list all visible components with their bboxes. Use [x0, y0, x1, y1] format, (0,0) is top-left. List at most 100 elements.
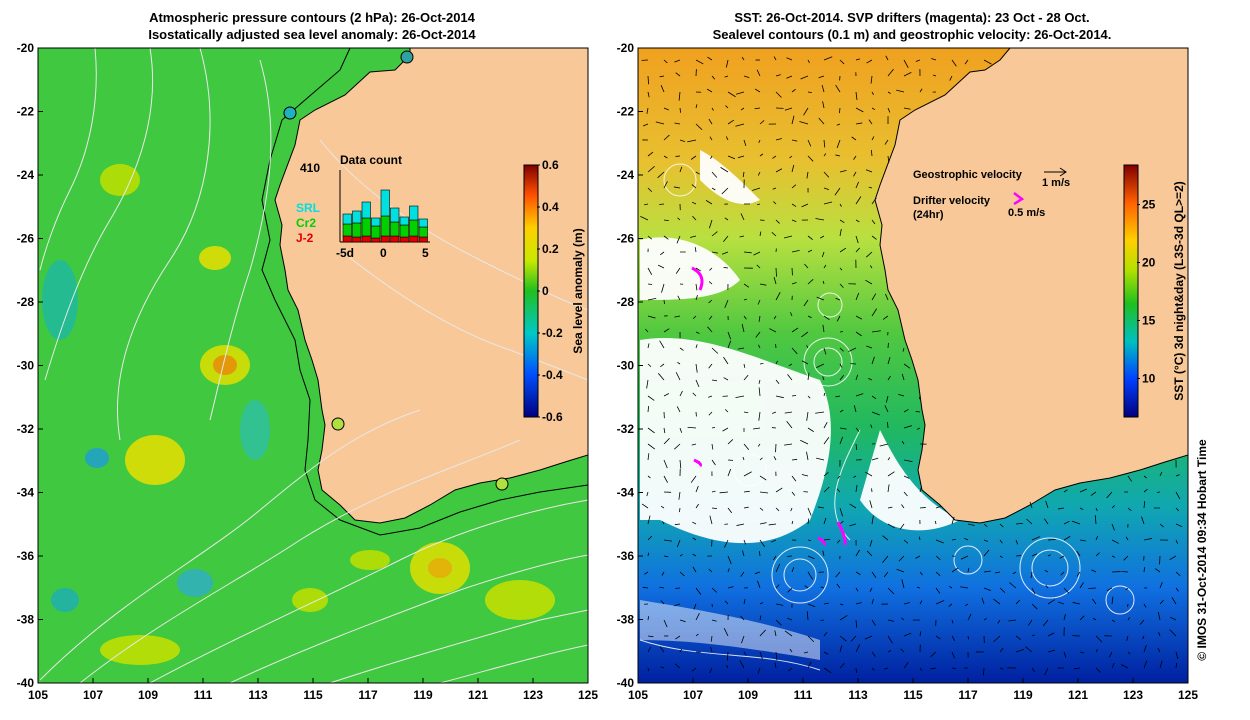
velocity-arrow — [657, 373, 665, 381]
velocity-arrow — [773, 315, 777, 320]
velocity-arrow — [1072, 602, 1081, 605]
velocity-arrow — [727, 439, 734, 445]
velocity-arrow — [679, 619, 686, 623]
velocity-arrow — [823, 667, 832, 674]
velocity-arrow — [855, 122, 863, 125]
velocity-arrow — [674, 59, 681, 63]
velocity-arrow — [787, 587, 793, 593]
velocity-arrow — [1095, 552, 1100, 557]
velocity-arrow — [882, 315, 889, 320]
velocity-arrow — [855, 644, 861, 653]
velocity-arrow — [663, 219, 669, 221]
velocity-arrow — [871, 395, 877, 400]
velocity-arrow — [983, 618, 987, 621]
velocity-arrow — [839, 267, 843, 271]
colorbar-tick-label: 0.4 — [542, 200, 559, 214]
velocity-arrow — [823, 651, 829, 655]
velocity-arrow — [1015, 522, 1023, 525]
velocity-arrow — [707, 56, 713, 61]
velocity-arrow — [804, 263, 809, 269]
velocity-arrow — [741, 56, 745, 61]
velocity-arrow — [663, 107, 669, 111]
velocity-arrow — [1060, 571, 1065, 576]
velocity-arrow — [675, 635, 681, 640]
velocity-arrow — [807, 603, 816, 608]
colorbar-tick-label: -0.6 — [542, 410, 563, 424]
velocity-arrow — [887, 471, 895, 477]
velocity-arrow — [1012, 571, 1017, 575]
y-tick-label: -26 — [617, 232, 635, 246]
velocity-arrow — [786, 420, 793, 429]
velocity-arrow — [823, 187, 829, 190]
velocity-arrow — [659, 75, 665, 78]
velocity-arrow — [786, 75, 793, 79]
velocity-arrow — [918, 536, 921, 541]
velocity-arrow — [866, 59, 873, 64]
velocity-arrow — [758, 411, 761, 421]
velocity-arrow — [806, 171, 809, 179]
velocity-arrow — [775, 603, 784, 606]
velocity-arrow — [1175, 663, 1178, 669]
velocity-arrow — [711, 107, 714, 111]
velocity-arrow — [772, 411, 777, 414]
y-tick-label: -20 — [617, 41, 635, 55]
legend-drifter-arrow — [1013, 192, 1025, 206]
velocity-arrow — [903, 539, 909, 544]
velocity-arrow — [695, 104, 698, 109]
velocity-arrow — [807, 507, 812, 516]
velocity-arrow — [839, 228, 842, 237]
velocity-arrow — [835, 395, 841, 398]
velocity-arrow — [647, 267, 653, 276]
velocity-arrow — [1143, 645, 1147, 653]
colorbar-tick-label: 10 — [1142, 371, 1156, 385]
velocity-arrow — [1027, 619, 1033, 626]
velocity-arrow — [855, 602, 862, 605]
velocity-arrow — [1031, 634, 1035, 637]
velocity-arrow — [710, 635, 713, 642]
velocity-arrow — [677, 217, 681, 221]
velocity-arrow — [757, 580, 761, 589]
velocity-arrow — [687, 426, 697, 429]
velocity-arrow — [823, 56, 833, 61]
velocity-arrow — [663, 59, 668, 64]
velocity-arrow — [708, 118, 713, 125]
velocity-arrow — [864, 471, 873, 477]
velocity-arrow — [1175, 474, 1180, 477]
velocity-arrow — [708, 568, 713, 573]
velocity-arrow — [1106, 587, 1113, 592]
inset-tick-5: 5 — [422, 246, 429, 260]
velocity-arrow — [821, 84, 825, 93]
velocity-arrow — [758, 551, 761, 557]
inset-bar-segment — [342, 223, 352, 237]
velocity-arrow — [736, 523, 745, 526]
velocity-arrow — [647, 166, 655, 173]
velocity-arrow — [865, 279, 873, 285]
velocity-arrow — [692, 392, 697, 397]
velocity-arrow — [839, 409, 844, 413]
velocity-arrow — [871, 293, 877, 301]
velocity-arrow — [951, 538, 956, 541]
velocity-arrow — [935, 539, 944, 544]
velocity-arrow — [835, 154, 841, 157]
velocity-arrow — [659, 340, 665, 349]
velocity-arrow — [868, 377, 873, 381]
velocity-arrow — [915, 411, 921, 413]
velocity-arrow — [695, 344, 698, 349]
velocity-arrow — [1159, 582, 1163, 589]
left-title-line2: Isostatically adjusted sea level anomaly… — [148, 27, 476, 42]
x-tick-label: 123 — [1123, 688, 1143, 702]
velocity-arrow — [647, 395, 655, 401]
velocity-arrow — [836, 488, 841, 493]
velocity-arrow — [759, 651, 763, 660]
velocity-arrow — [1111, 662, 1115, 669]
inset-bar-segment — [352, 210, 362, 224]
velocity-arrow — [948, 603, 953, 607]
sla-colorbar-ticks: 0.6 0.4 0.2 0 -0.2 -0.4 -0.6 — [537, 158, 563, 424]
velocity-arrow — [903, 661, 909, 669]
velocity-arrow — [1143, 538, 1153, 541]
velocity-arrow — [676, 235, 681, 244]
inset-bar-segment — [371, 225, 381, 239]
drifter-track — [817, 536, 826, 547]
velocity-arrow — [1157, 611, 1161, 621]
velocity-arrow — [691, 201, 697, 205]
